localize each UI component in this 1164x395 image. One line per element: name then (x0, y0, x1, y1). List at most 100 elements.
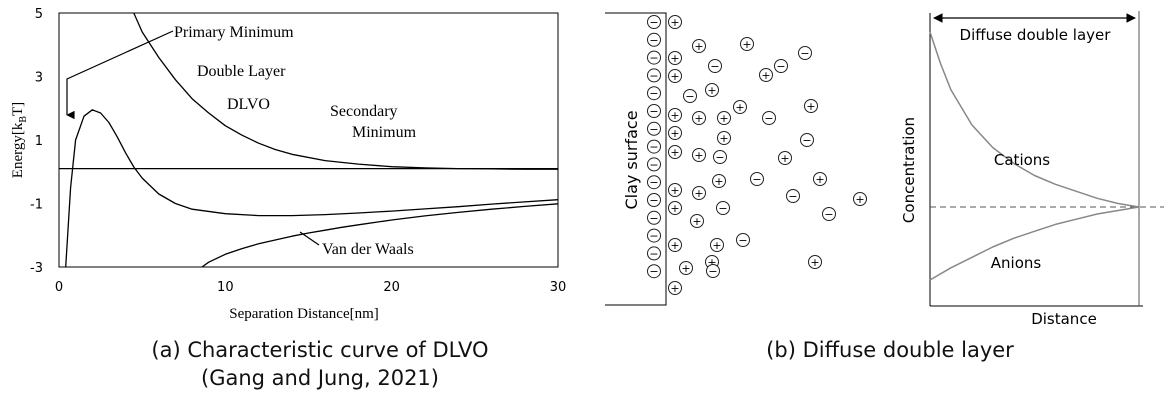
annotation-dlvo: DLVO (227, 96, 270, 113)
anion-symbol: − (647, 264, 661, 279)
y-axis-label: Energy[kBT] (10, 102, 29, 178)
svg-text:+: + (670, 109, 679, 122)
svg-text:−: − (649, 87, 658, 100)
svg-text:+: + (707, 84, 716, 97)
anion-symbol: − (708, 59, 722, 73)
svg-text:+: + (735, 101, 744, 114)
cation-symbol: + (692, 148, 706, 162)
annotation-van-der-waals: Van der Waals (322, 241, 414, 258)
svg-text:+: + (707, 256, 716, 269)
cation-symbol: + (668, 69, 682, 83)
svg-text:+: + (815, 173, 824, 186)
anion-symbol: − (647, 86, 661, 101)
cation-symbol: + (813, 172, 827, 186)
svg-text:−: − (752, 173, 761, 186)
cation-symbol: + (692, 186, 706, 200)
y-tick-label: 3 (35, 71, 43, 86)
cation-symbol: + (668, 15, 682, 29)
cation-symbol: + (710, 238, 724, 252)
cation-symbol: + (853, 192, 867, 206)
svg-text:+: + (761, 69, 770, 82)
primary-minimum-arrow (66, 30, 174, 120)
svg-text:−: − (649, 123, 658, 136)
svg-text:+: + (719, 132, 728, 145)
svg-text:+: + (780, 152, 789, 165)
svg-text:+: + (694, 112, 703, 125)
cation-symbol: + (740, 37, 754, 51)
svg-text:−: − (649, 69, 658, 82)
svg-text:−: − (649, 265, 658, 278)
anion-symbol: − (706, 264, 720, 278)
cation-symbol: + (759, 68, 773, 82)
anion-symbol: − (647, 246, 661, 261)
svg-text:−: − (649, 16, 658, 29)
cation-symbol: + (668, 183, 682, 197)
anion-symbol: − (822, 207, 836, 221)
svg-text:+: + (855, 193, 864, 206)
anion-symbol: − (786, 189, 800, 203)
annotation-primary-minimum: Primary Minimum (174, 24, 294, 41)
clay-surface-box (605, 12, 667, 306)
series-line-dlvo (65, 109, 559, 268)
svg-text:+: + (670, 184, 679, 197)
concentration-label: Concentration (900, 117, 918, 223)
anion-symbol: − (800, 133, 814, 147)
svg-text:−: − (715, 151, 724, 164)
distance-label: Distance (1031, 310, 1097, 328)
svg-text:+: + (670, 282, 679, 295)
anion-symbol: − (647, 68, 661, 83)
svg-text:−: − (649, 247, 658, 260)
svg-text:−: − (788, 190, 797, 203)
svg-text:+: + (806, 100, 815, 113)
cations-label: Cations (994, 151, 1050, 169)
svg-text:−: − (738, 234, 747, 247)
anion-symbol: − (774, 59, 788, 73)
x-tick-label: 10 (217, 280, 234, 295)
svg-text:−: − (649, 230, 658, 243)
dlvo-chart: -3 -1 1 3 5 0 10 20 30 Separation Distance[nm] E… (10, 7, 566, 322)
cation-symbol: + (692, 39, 706, 53)
cation-symbol: + (690, 214, 704, 228)
svg-text:−: − (710, 60, 719, 73)
cation-symbol: + (778, 151, 792, 165)
svg-text:+: + (670, 202, 679, 215)
anion-symbol: − (647, 193, 661, 207)
cation-symbol: + (668, 201, 682, 215)
cation-symbol: + (808, 255, 822, 269)
anion-symbol: − (647, 50, 661, 65)
plot-frame (58, 12, 559, 268)
caption-b: (b) Diffuse double layer (766, 338, 1014, 362)
svg-text:−: − (802, 134, 811, 147)
anion-symbol: − (762, 111, 776, 125)
x-axis-label: Separation Distance[nm] (229, 306, 379, 322)
caption-a-line1: (a) Characteristic curve of DLVO (151, 338, 489, 362)
svg-text:+: + (670, 146, 679, 159)
svg-text:+: + (810, 256, 819, 269)
curve-anions (929, 206, 1140, 281)
curve-cations (929, 31, 1140, 208)
svg-text:−: − (685, 90, 694, 103)
svg-text:+: + (692, 215, 701, 228)
svg-text:−: − (649, 34, 658, 47)
van-der-waals-pointer (299, 231, 320, 246)
cation-symbol: + (668, 238, 682, 252)
anion-symbol: − (647, 228, 661, 243)
series-line-van-der-waals (201, 203, 559, 268)
svg-text:−: − (649, 176, 658, 189)
svg-text:−: − (708, 265, 717, 278)
svg-text:+: + (670, 16, 679, 29)
x-tick-label: 30 (550, 280, 567, 295)
svg-text:+: + (670, 127, 679, 140)
anion-symbol: − (647, 210, 661, 225)
anion-symbol: − (647, 121, 661, 136)
svg-text:−: − (649, 141, 658, 154)
svg-text:+: + (681, 262, 690, 275)
y-tick-label: -1 (30, 198, 43, 213)
svg-text:−: − (649, 212, 658, 225)
svg-text:+: + (742, 38, 751, 51)
cation-symbol: + (692, 111, 706, 125)
svg-text:+: + (694, 149, 703, 162)
anion-symbol: − (683, 89, 697, 103)
anion-symbol: − (716, 201, 730, 215)
